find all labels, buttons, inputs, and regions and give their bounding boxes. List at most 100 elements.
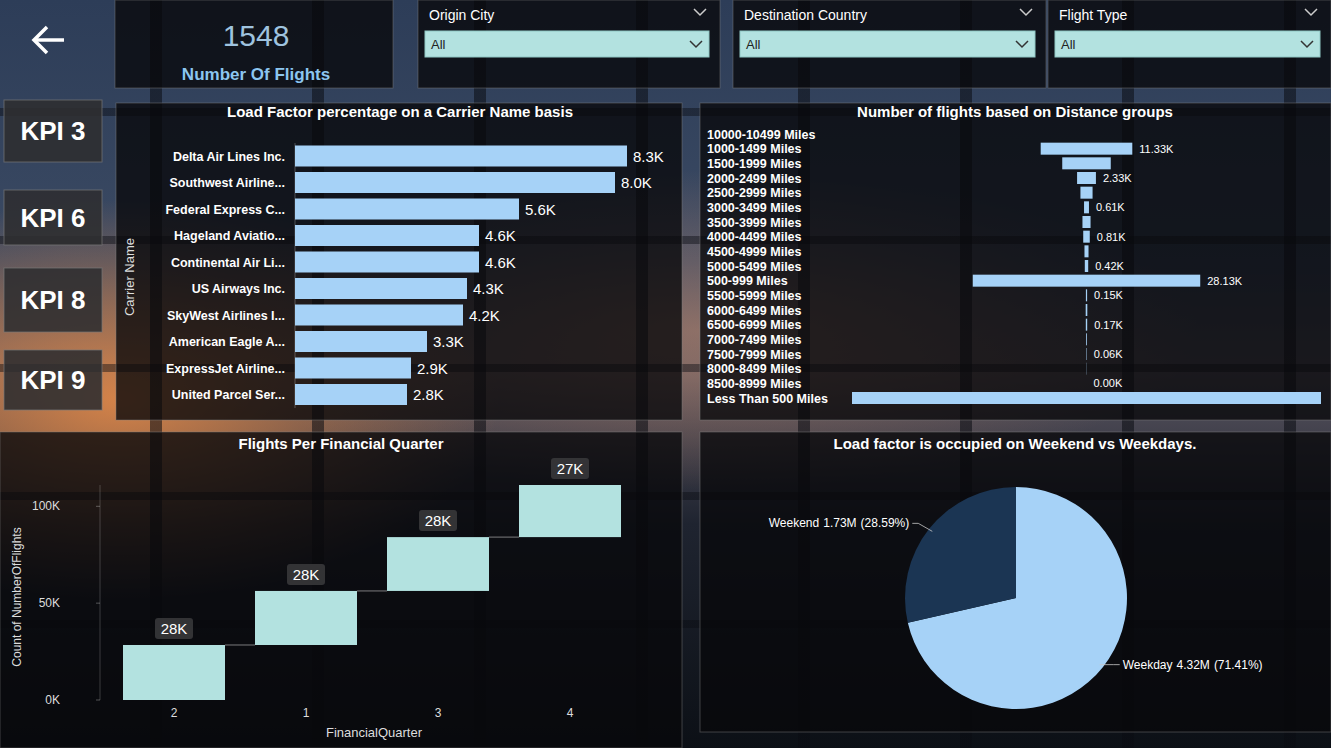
data-label: 4.6K (485, 254, 516, 271)
chevron (1020, 9, 1032, 15)
tick-label: 3000-3499 Miles (707, 201, 802, 215)
bar (295, 331, 427, 352)
tick-mark (96, 506, 100, 507)
data-label: 3.3K (433, 333, 464, 350)
label-value: 1.73M (823, 516, 856, 530)
chevron (690, 41, 702, 47)
chart-title: Load factor is occupied on Weekend vs We… (834, 435, 1197, 452)
nav-button[interactable] (4, 268, 102, 332)
plot-area (295, 146, 627, 406)
tick-label: 500-999 Miles (707, 274, 788, 288)
tick-label: 6500-6999 Miles (707, 318, 802, 332)
leader-line (912, 523, 932, 531)
waterfall-bar (387, 537, 489, 591)
filter-label: Flight Type (1059, 7, 1127, 23)
data-label: 0.15K (1094, 289, 1123, 301)
tick-label: 5500-5999 Miles (707, 289, 802, 303)
nav-button[interactable] (4, 350, 102, 410)
dropdown[interactable] (1055, 31, 1320, 57)
axis-line (100, 485, 101, 700)
filter-panel (418, 0, 720, 88)
tick-label: ExpressJet Airline... (166, 362, 285, 376)
tick-label: Southwest Airline... (169, 176, 285, 190)
tick-label: 10000-10499 Miles (707, 128, 815, 142)
data-label: 0.81K (1097, 231, 1126, 243)
chart-title: Number of flights based on Distance grou… (857, 103, 1173, 120)
tick-label: Less Than 500 Miles (707, 392, 828, 406)
data-label: 0.17K (1094, 319, 1123, 331)
card-value: 1548 (223, 19, 290, 52)
data-label: 0.00K (1094, 377, 1123, 389)
label-percent: (28.59%) (861, 516, 910, 530)
chevron (1016, 41, 1028, 47)
bar (295, 278, 467, 299)
back-arrow[interactable] (34, 38, 64, 42)
bar-chart-panel (116, 103, 682, 420)
label-category: Weekday (1123, 658, 1173, 672)
nav-button[interactable] (4, 190, 102, 245)
data-label: 4.6K (485, 227, 516, 244)
tick-label: 4 (567, 706, 574, 720)
filter-panel (1048, 0, 1331, 88)
nav-label[interactable]: KPI 8 (20, 285, 85, 315)
funnel-bar (1083, 231, 1090, 243)
nav-label[interactable]: KPI 6 (20, 203, 85, 233)
dropdown-value: All (431, 37, 446, 52)
data-label: 0.61K (1096, 201, 1125, 213)
data-label: 2.33K (1103, 172, 1132, 184)
tick-label: 2 (171, 706, 178, 720)
funnel-bar (1085, 260, 1088, 272)
funnel-bar (1086, 319, 1087, 331)
tick-mark (96, 700, 100, 701)
tick-label: 50K (39, 596, 60, 610)
plot-area (123, 485, 621, 700)
nav-label[interactable]: KPI 9 (20, 365, 85, 395)
connector (225, 644, 255, 645)
tick-label: 5000-5499 Miles (707, 260, 802, 274)
tick-mark (96, 603, 100, 604)
data-label: 27K (557, 460, 584, 477)
label-percent: (71.41%) (1214, 658, 1263, 672)
tick-label: 100K (32, 499, 60, 513)
tick-label: Hageland Aviatio... (174, 229, 285, 243)
funnel-bar (1080, 187, 1092, 199)
pie-chart-panel (700, 432, 1331, 732)
funnel-bar (1086, 348, 1087, 360)
dropdown[interactable] (740, 31, 1035, 57)
tick-label: Continental Air Li... (171, 256, 285, 270)
data-label: 8.3K (633, 148, 664, 165)
funnel-bar (1086, 289, 1087, 301)
tick-label: 1500-1999 Miles (707, 157, 802, 171)
nav-label[interactable]: KPI 3 (20, 116, 85, 146)
data-label: 4.2K (469, 307, 500, 324)
filter-label: Origin City (429, 7, 494, 23)
label-box (551, 458, 589, 479)
label-box (155, 618, 193, 639)
data-label: 0.06K (1094, 348, 1123, 360)
dropdown[interactable] (425, 31, 709, 57)
filter-label: Destination Country (744, 7, 867, 23)
waterfall-bar (255, 591, 357, 645)
data-label: 2.9K (417, 360, 448, 377)
bar (295, 172, 615, 193)
funnel-bar (1086, 128, 1087, 140)
filter-panel (733, 0, 1046, 88)
data-label: Weekday4.32M(71.41%) (1123, 658, 1263, 672)
leader-line (1100, 664, 1120, 665)
tick-label: 4000-4499 Miles (707, 230, 802, 244)
data-label: Weekend1.73M(28.59%) (769, 516, 910, 530)
data-label: 28K (161, 620, 188, 637)
funnel-bar (1084, 245, 1088, 257)
axis-range (295, 143, 627, 144)
funnel-chart-panel (700, 103, 1331, 420)
tick-label: US Airways Inc. (192, 282, 285, 296)
bar (295, 199, 519, 220)
chevron (694, 9, 706, 15)
pie-slice (905, 487, 1016, 623)
nav-button[interactable] (4, 100, 102, 162)
waterfall-chart-panel (0, 432, 682, 748)
tick-label: 2500-2999 Miles (707, 186, 802, 200)
label-box (419, 510, 457, 531)
funnel-bar (1077, 172, 1096, 184)
tick-label: SkyWest Airlines I... (167, 309, 285, 323)
